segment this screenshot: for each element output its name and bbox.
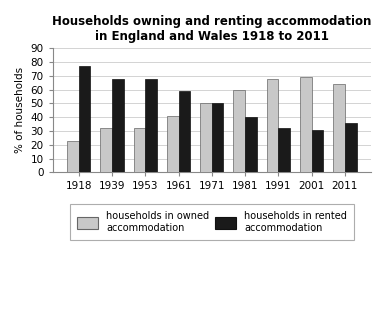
Bar xyxy=(167,116,179,172)
Bar xyxy=(100,128,112,172)
Bar xyxy=(179,91,190,172)
Bar xyxy=(134,128,146,172)
Bar xyxy=(245,117,257,172)
Bar xyxy=(345,123,357,172)
Bar xyxy=(300,77,312,172)
Legend: households in owned
accommodation, households in rented
accommodation: households in owned accommodation, house… xyxy=(70,204,354,240)
Bar xyxy=(212,103,223,172)
Bar xyxy=(146,79,157,172)
Bar xyxy=(112,79,124,172)
Bar xyxy=(67,140,79,172)
Title: Households owning and renting accommodation
in England and Wales 1918 to 2011: Households owning and renting accommodat… xyxy=(52,15,372,43)
Bar xyxy=(278,128,290,172)
Bar xyxy=(234,90,245,172)
Bar xyxy=(312,130,323,172)
Bar xyxy=(267,79,278,172)
Bar xyxy=(200,103,212,172)
Bar xyxy=(79,66,90,172)
Y-axis label: % of households: % of households xyxy=(15,67,25,153)
Bar xyxy=(333,84,345,172)
